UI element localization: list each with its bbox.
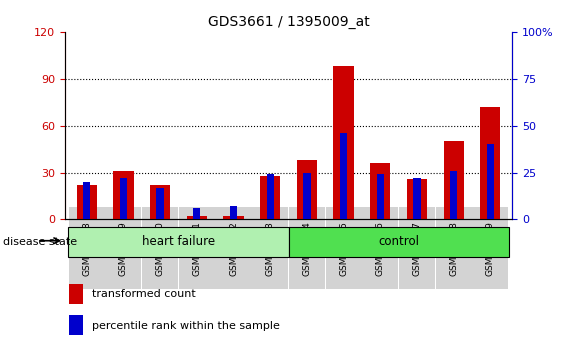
Bar: [377, 175, 384, 219]
Bar: [230, 206, 237, 219]
Text: transformed count: transformed count: [92, 289, 195, 299]
Bar: [450, 171, 457, 219]
Bar: [407, 179, 427, 219]
Bar: [266, 175, 274, 219]
Bar: [120, 178, 127, 219]
Bar: [69, 315, 83, 335]
Bar: [187, 216, 207, 219]
Bar: [444, 141, 464, 219]
Bar: [69, 284, 83, 304]
Title: GDS3661 / 1395009_at: GDS3661 / 1395009_at: [208, 16, 369, 29]
Text: control: control: [378, 235, 419, 248]
Bar: [150, 185, 170, 219]
Bar: [260, 176, 280, 219]
Bar: [69, 227, 289, 257]
Bar: [289, 227, 508, 257]
Bar: [480, 107, 501, 219]
Bar: [303, 172, 311, 219]
Bar: [333, 66, 354, 219]
Bar: [77, 185, 97, 219]
Bar: [486, 144, 494, 219]
Bar: [193, 208, 200, 219]
Bar: [413, 178, 421, 219]
Bar: [83, 182, 91, 219]
Text: heart failure: heart failure: [142, 235, 215, 248]
Bar: [113, 171, 133, 219]
Bar: [370, 163, 390, 219]
Bar: [297, 160, 317, 219]
Bar: [224, 216, 244, 219]
Text: disease state: disease state: [3, 238, 77, 247]
Text: percentile rank within the sample: percentile rank within the sample: [92, 320, 279, 331]
Bar: [157, 188, 164, 219]
Bar: [340, 133, 347, 219]
